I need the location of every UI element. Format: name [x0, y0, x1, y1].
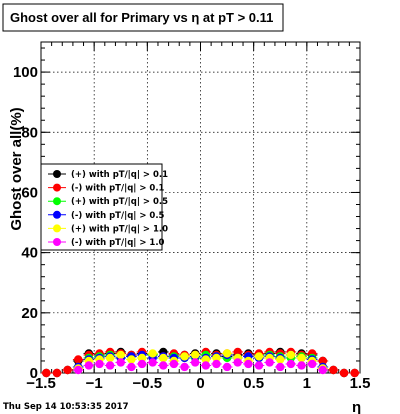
data-point-series-4	[276, 355, 285, 364]
data-point-series-4	[201, 355, 211, 364]
data-point-series-4	[127, 355, 136, 364]
data-point-series-4	[254, 352, 264, 361]
data-point-series-5	[212, 359, 221, 369]
chart-title: Ghost over all for Primary vs η at pT > …	[10, 10, 273, 25]
data-point-series-5	[254, 361, 264, 370]
data-point-series-4	[116, 350, 125, 360]
data-point-series-5	[159, 361, 168, 370]
x-tick-label: 1.5	[350, 375, 371, 392]
data-point-series-5	[222, 362, 232, 372]
data-point-series-5	[180, 362, 189, 372]
legend-entry-label: (+) with pT/|q| > 1.0	[71, 224, 168, 234]
y-axis-label: Ghost over all(%)	[8, 107, 25, 230]
data-point-series-1	[52, 368, 62, 378]
data-point-series-1	[318, 356, 327, 366]
x-tick-label: −0.5	[133, 375, 163, 392]
data-point-series-1	[339, 368, 349, 378]
data-point-series-4	[222, 349, 232, 358]
data-point-series-1	[63, 365, 72, 375]
data-point-series-1	[329, 365, 338, 375]
data-point-series-1	[233, 347, 242, 357]
data-point-series-5	[233, 358, 242, 367]
legend-entry-label: (-) with pT/|q| > 1.0	[71, 238, 165, 248]
legend-marker	[53, 183, 61, 192]
data-point-series-4	[159, 353, 168, 363]
y-tick-label: 20	[21, 305, 38, 322]
data-point-series-4	[190, 350, 200, 360]
legend: (+) with pT/|q| > 0.1 (-) with pT/|q| > 0…	[40, 163, 168, 251]
legend-marker	[53, 238, 61, 246]
data-point-series-5	[276, 362, 285, 372]
timestamp: Thu Sep 14 10:53:35 2017	[3, 402, 129, 412]
x-tick-label: −1.5	[26, 375, 56, 392]
y-tick-label: 40	[21, 245, 38, 262]
legend-entry-label: (+) with pT/|q| > 0.1	[71, 170, 168, 180]
data-point-series-5	[286, 359, 296, 369]
data-point-series-4	[297, 353, 306, 363]
x-tick-label: 0.5	[243, 375, 264, 392]
data-point-series-5	[297, 361, 306, 370]
y-tick-label: 60	[21, 184, 38, 201]
data-point-series-4	[137, 353, 147, 363]
data-point-series-5	[265, 358, 274, 367]
x-axis-label: η	[352, 399, 361, 414]
data-point-series-5	[169, 359, 179, 369]
data-point-series-5	[190, 358, 200, 367]
title-box	[2, 3, 284, 32]
data-point-series-5	[318, 365, 327, 375]
legend-marker	[53, 224, 61, 233]
y-tick-label: 100	[13, 64, 38, 81]
data-point-series-1	[42, 368, 51, 378]
data-point-series-5	[127, 362, 136, 372]
data-point-series-5	[201, 361, 211, 370]
data-point-series-5	[95, 359, 104, 369]
x-tick-label: 0	[196, 375, 204, 392]
data-point-series-5	[74, 365, 83, 375]
data-point-series-5	[137, 359, 147, 369]
data-point-series-5	[84, 361, 94, 370]
data-point-series-5	[116, 358, 125, 367]
data-point-series-5	[105, 361, 115, 370]
legend-entry-label: (+) with pT/|q| > 0.5	[71, 197, 168, 207]
data-point-series-4	[148, 349, 157, 358]
x-tick-label: 1	[303, 375, 311, 392]
data-point-series-4	[105, 353, 115, 363]
x-tick-label: −1	[86, 375, 103, 392]
data-point-series-5	[307, 359, 317, 369]
legend-box	[40, 163, 163, 251]
legend-marker	[53, 170, 61, 178]
legend-marker	[53, 210, 61, 219]
data-point-series-4	[286, 350, 296, 360]
data-point-series-4	[180, 352, 189, 361]
legend-marker	[53, 197, 61, 206]
y-tick-label: 0	[30, 365, 38, 382]
data-point-series-4	[212, 353, 221, 363]
data-point-series-5	[244, 359, 253, 369]
y-tick-labels: 0 20 40 60 80 100	[13, 64, 38, 382]
data-point-series-5	[148, 358, 157, 367]
data-point-series-1	[74, 355, 83, 364]
legend-entry-label: (-) with pT/|q| > 0.5	[71, 211, 165, 221]
y-tick-label: 80	[21, 124, 38, 141]
x-tick-labels: −1.5 −1 −0.5 0 0.5 1 1.5	[26, 375, 370, 392]
legend-entry-label: (-) with pT/|q| > 0.1	[71, 184, 165, 194]
data-point-series-1	[350, 368, 359, 378]
data-markers	[41, 347, 360, 378]
